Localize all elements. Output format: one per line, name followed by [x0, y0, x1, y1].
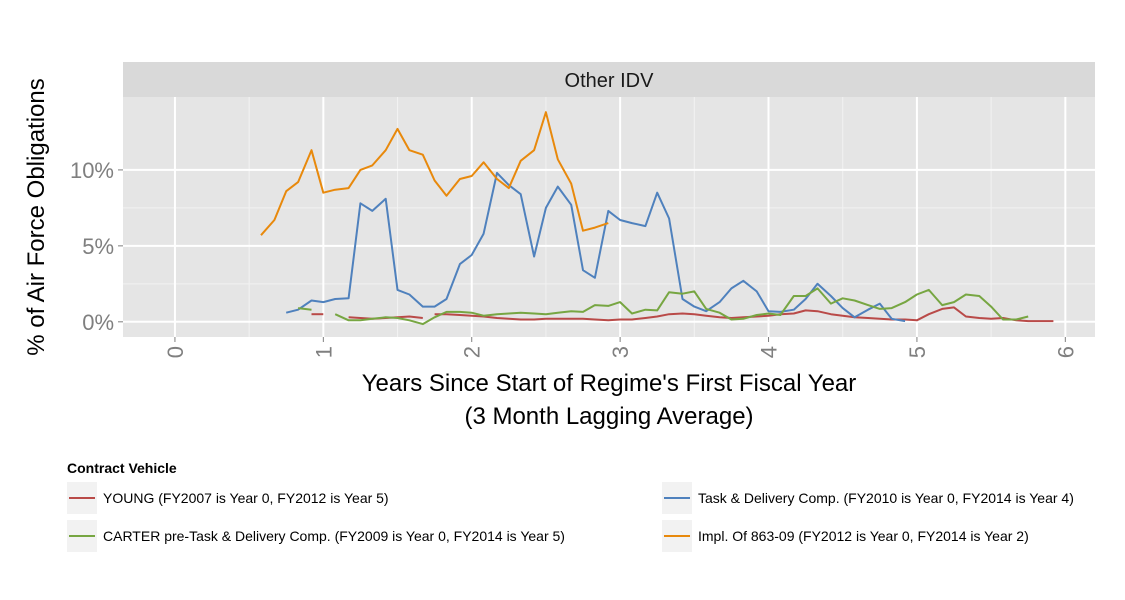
x-axis-title: Years Since Start of Regime's First Fisc… [362, 370, 857, 397]
facet-label: Other IDV [565, 70, 655, 92]
x-tick-label: 6 [1053, 346, 1078, 358]
x-tick-label: 2 [460, 346, 485, 358]
legend-label: CARTER pre-Task & Delivery Comp. (FY2009… [103, 528, 565, 544]
series-line-0 [434, 306, 1054, 323]
x-tick-label: 0 [163, 346, 188, 358]
legend-label: Task & Delivery Comp. (FY2010 is Year 0,… [698, 490, 1074, 506]
legend-item: Task & Delivery Comp. (FY2010 is Year 0,… [662, 482, 1074, 514]
plot-panel [123, 97, 1095, 337]
x-tick-label: 1 [311, 346, 336, 358]
y-tick-label: 10% [70, 158, 114, 183]
major-gridlines [123, 97, 1095, 337]
x-tick-label: 5 [905, 346, 930, 358]
legend: Contract Vehicle YOUNG (FY2007 is Year 0… [67, 460, 1074, 552]
y-axis-title: % of Air Force Obligations [23, 78, 50, 355]
legend-title: Contract Vehicle [67, 460, 177, 476]
facet-strip [123, 62, 1095, 97]
x-axis-subtitle: (3 Month Lagging Average) [464, 403, 753, 430]
series-line-1 [285, 171, 906, 323]
x-axis: 0 1 2 3 4 5 6 [163, 337, 1078, 358]
minor-gridlines [123, 97, 1095, 337]
y-tick-label: 5% [82, 234, 114, 259]
legend-item: Impl. Of 863-09 (FY2012 is Year 0, FY201… [662, 520, 1029, 552]
x-tick-label: 3 [608, 346, 633, 358]
y-tick-label: 0% [82, 310, 114, 335]
legend-label: YOUNG (FY2007 is Year 0, FY2012 is Year … [103, 490, 389, 506]
series-lines [260, 111, 1054, 326]
series-line-2 [334, 287, 1029, 326]
legend-label: Impl. Of 863-09 (FY2012 is Year 0, FY201… [698, 528, 1029, 544]
y-axis: 0% 5% 10% [70, 158, 123, 335]
series-line-2 [297, 307, 312, 311]
legend-item: CARTER pre-Task & Delivery Comp. (FY2009… [67, 520, 565, 552]
legend-item: YOUNG (FY2007 is Year 0, FY2012 is Year … [67, 482, 389, 514]
x-tick-label: 4 [757, 346, 782, 358]
series-line-3 [260, 111, 609, 236]
